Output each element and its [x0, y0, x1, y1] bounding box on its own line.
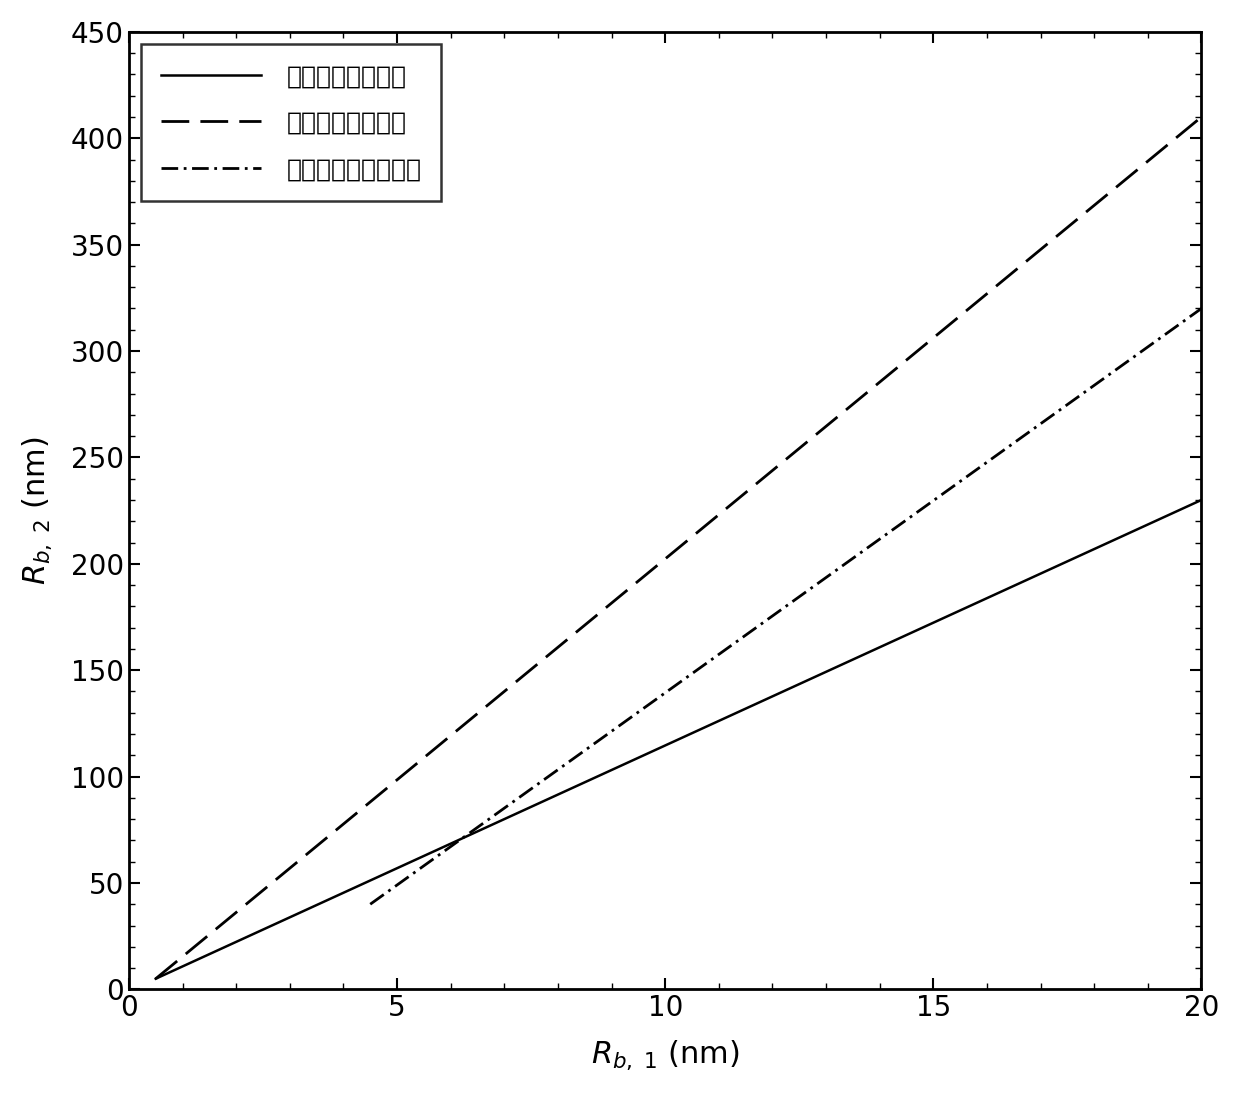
Legend: 石墨烯滤膜过滤水, 氮化硬滤膜过滤水, 氮化硬滤膜过滤血液: 石墨烯滤膜过滤水, 氮化硬滤膜过滤水, 氮化硬滤膜过滤血液: [141, 45, 441, 201]
Line: 氮化硬滤膜过滤血液: 氮化硬滤膜过滤血液: [371, 308, 1202, 904]
Y-axis label: $R_{b,\ 2}$ (nm): $R_{b,\ 2}$ (nm): [21, 436, 55, 585]
X-axis label: $R_{b,\ 1}$ (nm): $R_{b,\ 1}$ (nm): [590, 1038, 740, 1072]
氮化硬滤膜过滤血液: [1194, 302, 1209, 315]
氮化硬滤膜过滤血液: [363, 897, 378, 910]
